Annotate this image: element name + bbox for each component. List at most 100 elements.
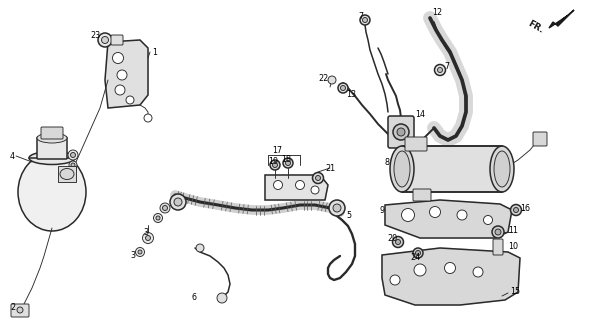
Ellipse shape xyxy=(394,151,410,187)
Circle shape xyxy=(71,163,75,167)
Circle shape xyxy=(438,68,443,73)
FancyBboxPatch shape xyxy=(41,127,63,139)
Text: 20: 20 xyxy=(387,234,397,243)
Polygon shape xyxy=(105,40,148,108)
Circle shape xyxy=(315,175,321,180)
Text: 15: 15 xyxy=(510,287,520,297)
Circle shape xyxy=(196,244,204,252)
Text: 1: 1 xyxy=(152,47,157,57)
Circle shape xyxy=(414,264,426,276)
Text: 7: 7 xyxy=(444,61,449,70)
Circle shape xyxy=(484,215,492,225)
Polygon shape xyxy=(105,40,148,108)
Circle shape xyxy=(360,15,370,25)
Polygon shape xyxy=(265,175,328,200)
Text: 12: 12 xyxy=(432,7,442,17)
Text: 7: 7 xyxy=(358,12,363,20)
Circle shape xyxy=(273,180,283,189)
Circle shape xyxy=(444,262,456,274)
Text: 14: 14 xyxy=(415,109,425,118)
Circle shape xyxy=(112,52,124,63)
Text: 22: 22 xyxy=(318,74,328,83)
Circle shape xyxy=(144,114,152,122)
Circle shape xyxy=(402,209,415,221)
Circle shape xyxy=(473,267,483,277)
Circle shape xyxy=(495,229,501,235)
Text: 16: 16 xyxy=(520,204,530,212)
Circle shape xyxy=(146,236,150,241)
FancyBboxPatch shape xyxy=(388,116,414,148)
Circle shape xyxy=(338,83,348,93)
Text: 23: 23 xyxy=(90,30,100,39)
Circle shape xyxy=(328,76,336,84)
Circle shape xyxy=(143,233,153,244)
Circle shape xyxy=(174,198,182,206)
Circle shape xyxy=(160,203,170,213)
Circle shape xyxy=(153,213,163,222)
Circle shape xyxy=(340,85,346,91)
Text: 2: 2 xyxy=(10,303,15,313)
Text: 3: 3 xyxy=(130,252,135,260)
Circle shape xyxy=(17,307,23,313)
Circle shape xyxy=(286,161,290,165)
Circle shape xyxy=(98,33,112,47)
Circle shape xyxy=(510,204,522,215)
Circle shape xyxy=(283,158,293,168)
Text: 4: 4 xyxy=(10,151,15,161)
Polygon shape xyxy=(549,10,574,28)
Polygon shape xyxy=(385,200,512,238)
Circle shape xyxy=(429,206,441,218)
Circle shape xyxy=(397,128,405,136)
Circle shape xyxy=(329,200,345,216)
FancyBboxPatch shape xyxy=(37,137,67,159)
Text: 24: 24 xyxy=(410,253,420,262)
Circle shape xyxy=(457,210,467,220)
FancyBboxPatch shape xyxy=(405,137,427,151)
FancyBboxPatch shape xyxy=(111,35,123,45)
Circle shape xyxy=(413,248,423,258)
Text: 17: 17 xyxy=(272,146,282,155)
Text: 19: 19 xyxy=(268,156,278,165)
Text: 9: 9 xyxy=(380,205,385,214)
Circle shape xyxy=(138,250,142,254)
Ellipse shape xyxy=(60,169,74,180)
FancyBboxPatch shape xyxy=(11,304,29,317)
Circle shape xyxy=(126,96,134,104)
Circle shape xyxy=(390,275,400,285)
Text: 13: 13 xyxy=(346,90,356,99)
Circle shape xyxy=(393,124,409,140)
FancyBboxPatch shape xyxy=(533,132,547,146)
FancyBboxPatch shape xyxy=(58,166,76,182)
Polygon shape xyxy=(382,248,520,305)
Polygon shape xyxy=(385,200,512,238)
Circle shape xyxy=(311,186,319,194)
Circle shape xyxy=(117,70,127,80)
Text: 11: 11 xyxy=(508,226,518,235)
Ellipse shape xyxy=(37,133,67,143)
FancyBboxPatch shape xyxy=(413,189,431,201)
Circle shape xyxy=(295,180,305,189)
Circle shape xyxy=(333,204,341,212)
Ellipse shape xyxy=(490,146,514,192)
Circle shape xyxy=(393,236,403,247)
Polygon shape xyxy=(382,248,520,305)
Circle shape xyxy=(312,172,324,183)
Circle shape xyxy=(135,247,144,257)
Text: 18: 18 xyxy=(281,155,291,164)
Circle shape xyxy=(163,205,168,211)
Circle shape xyxy=(102,36,109,44)
Circle shape xyxy=(68,150,78,160)
Text: 5: 5 xyxy=(346,211,351,220)
Text: 6: 6 xyxy=(192,293,197,302)
Circle shape xyxy=(115,85,125,95)
Circle shape xyxy=(362,18,368,22)
Circle shape xyxy=(434,65,446,76)
FancyBboxPatch shape xyxy=(493,239,503,255)
Circle shape xyxy=(156,216,160,220)
Circle shape xyxy=(415,251,421,255)
Circle shape xyxy=(513,207,519,212)
Ellipse shape xyxy=(18,153,86,231)
Circle shape xyxy=(273,163,277,167)
FancyBboxPatch shape xyxy=(402,146,502,192)
Text: 8: 8 xyxy=(385,157,390,166)
